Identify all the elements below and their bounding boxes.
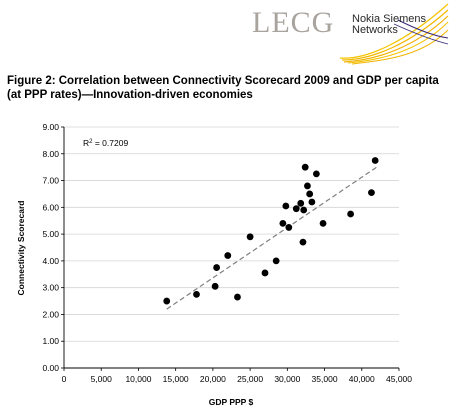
trendline-layer [166,166,378,310]
data-point [246,233,254,241]
data-point [371,157,379,164]
data-point [304,182,311,190]
y-tick-label: 7.00 [42,176,59,186]
data-point [312,170,320,178]
y-tick-label: 6.00 [42,202,59,212]
nsn-logo-line2: Networks [352,24,398,36]
nsn-logo-line1: Nokia Siemens [352,13,426,25]
y-tick-label: 8.00 [42,149,59,159]
r-squared-annotation: R2 = 0.7209 [83,138,128,148]
data-point [261,269,269,277]
x-tick-label: 30,000 [274,374,300,384]
r2-r: R [83,138,89,148]
x-tick-label: 5,000 [91,374,113,384]
data-point [272,257,280,265]
tick-labels: 0.00 1.00 2.00 3.00 4.00 5.00 6.00 7.00 8.00 9.00… [42,122,412,384]
data-point [224,252,232,259]
data-point [282,202,290,210]
y-tick-label: 9.00 [42,122,59,132]
y-tick-label: 2.00 [42,309,59,319]
r2-value: = 0.7209 [92,138,128,148]
axes [61,126,400,371]
data-point [319,220,327,227]
data-point [211,282,219,290]
data-points [163,157,379,305]
x-tick-label: 40,000 [349,374,375,384]
data-point [308,198,316,206]
data-point [347,210,355,218]
lecg-logo: LECG [252,6,335,39]
data-point [306,190,314,198]
data-point [301,163,309,171]
data-point [285,224,293,231]
data-point [213,264,221,271]
figure-title: Figure 2: Correlation between Connectivi… [7,75,439,101]
y-tick-label: 5.00 [42,229,59,239]
x-tick-label: 0 [62,374,67,384]
data-point [279,220,287,227]
data-point [368,189,375,197]
y-gridlines [64,126,399,342]
y-axis-label: Connectivity Scorecard [16,201,26,296]
x-tick-label: 45,000 [386,374,412,384]
y-tick-label: 1.00 [42,336,59,346]
x-tick-label: 15,000 [163,374,189,384]
data-point [193,290,200,298]
x-tick-label: 10,000 [125,374,151,384]
data-point [292,205,300,213]
x-axis-label: GDP PPP $ [209,397,254,407]
trendline [166,166,378,310]
x-tick-label: 25,000 [237,374,263,384]
data-point [163,297,171,305]
r2-sup: 2 [89,139,93,145]
x-tick-label: 35,000 [312,374,338,384]
y-tick-label: 0.00 [42,363,59,373]
x-tick-label: 20,000 [200,374,226,384]
y-tick-label: 4.00 [42,256,59,266]
y-tick-label: 3.00 [42,283,59,293]
data-point [297,199,305,207]
data-point [300,206,308,214]
data-point [234,293,241,301]
data-point [299,238,307,246]
nsn-swoosh-graphic [339,3,449,65]
nsn-logo-text: Nokia Siemens Networks [352,14,426,36]
